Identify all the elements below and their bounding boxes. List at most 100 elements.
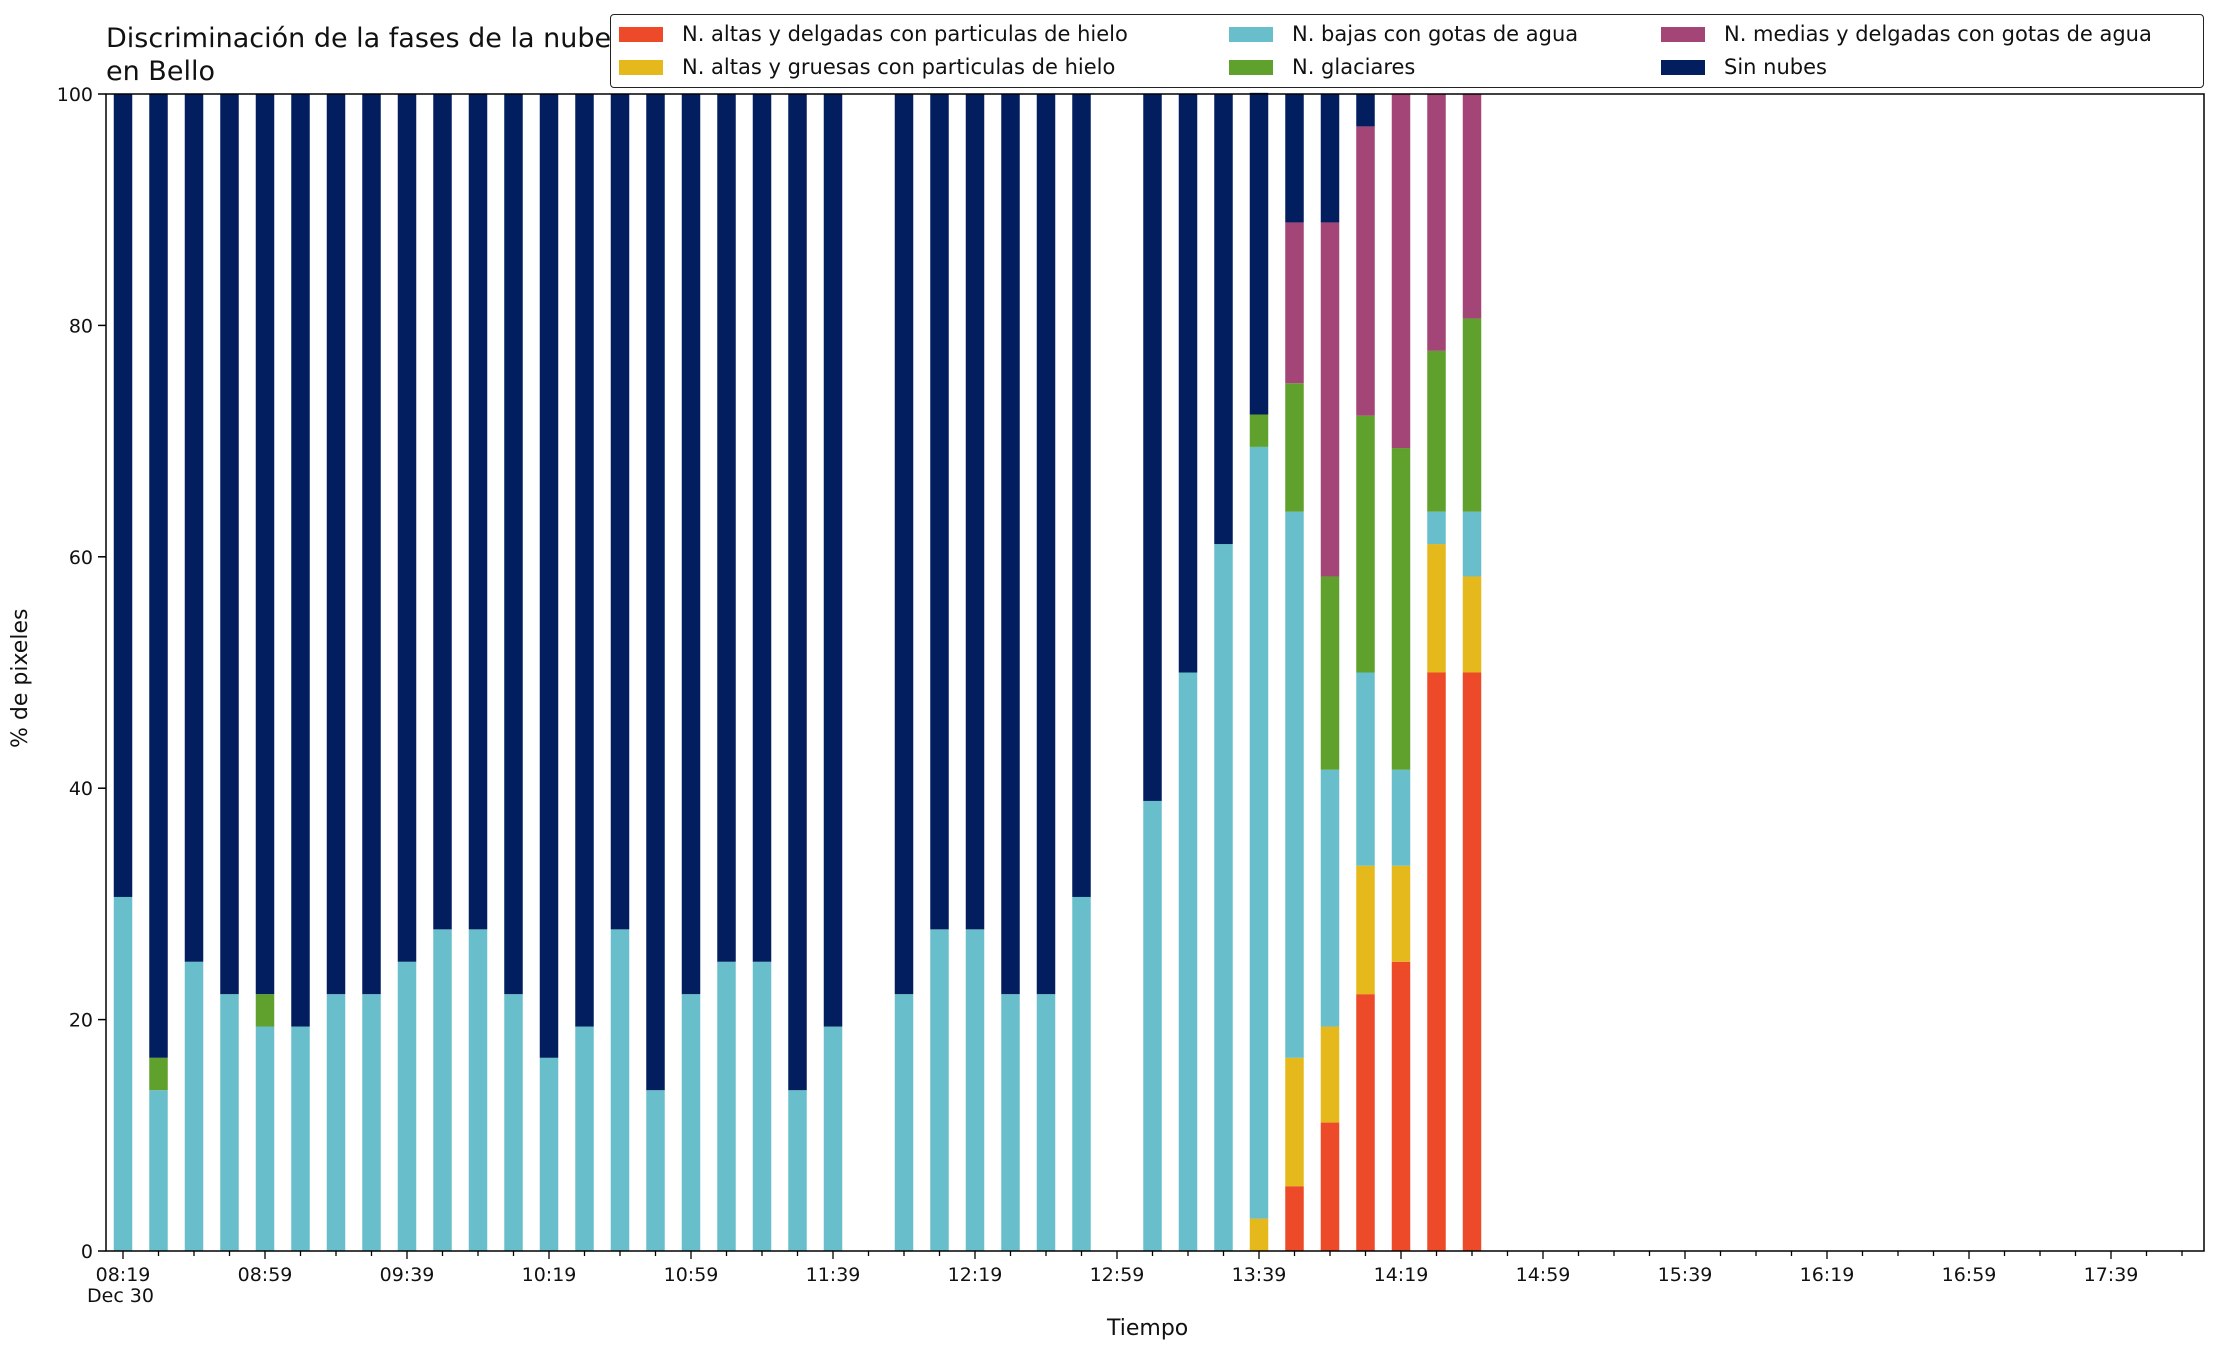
bar-segment [1391,961,1411,1251]
bar-segment [539,1057,559,1251]
bar-segment [610,929,630,1251]
bar-segment [1462,511,1482,577]
bar-segment [965,94,985,930]
legend-label: N. glaciares [1292,55,1416,79]
bar-segment [1427,672,1446,1251]
legend-item: Sin nubes [1661,52,1827,82]
bar-segment [149,94,168,1058]
y-axis: 0 20 40 60 80 100 [57,84,106,1263]
legend-item: N. altas y gruesas con particulas de hie… [619,52,1115,82]
bar-segment [1001,94,1020,995]
plot-frame [105,93,2205,1252]
bar-segment [220,94,239,995]
x-axis-label: Tiempo [1107,1316,1189,1341]
x-tick-label: 12:59 [1090,1264,1145,1286]
x-tick-label: 16:19 [1800,1264,1855,1286]
bar-segment [1462,318,1482,512]
legend-swatch [619,59,663,75]
y-tick-label: 0 [81,1241,93,1263]
bar-segment [1285,511,1304,1058]
bar-segment [1320,769,1340,1027]
bar-segment [752,961,772,1251]
bar-segment [433,94,452,930]
legend-label: N. bajas con gotas de agua [1292,22,1579,46]
bar-segment [291,94,310,1027]
x-tick-label: 12:19 [948,1264,1003,1286]
bar-segment [362,94,381,995]
bar-segment [1249,1218,1269,1251]
bar-segment [1427,511,1446,545]
x-tick-label: 08:19 [96,1264,151,1286]
legend-item: N. medias y delgadas con gotas de agua [1661,19,2152,49]
bar-segment [575,94,594,1027]
bar-segment [1249,414,1269,447]
x-tick-label: 14:19 [1374,1264,1429,1286]
bar-segment [1072,896,1091,1251]
bar-segment [788,94,807,1091]
bar-segment [326,94,346,995]
bar-segment [1249,92,1269,415]
bar-segment [362,994,381,1251]
bar-segment [1036,94,1056,995]
x-tick-label: 08:59 [238,1264,293,1286]
bar-segment [504,994,523,1251]
legend: N. altas y delgadas con particulas de hi… [610,14,2204,88]
y-axis-label: % de pixeles [8,608,33,748]
legend-swatch [1661,26,1705,42]
bar-segment [433,929,452,1251]
bar-segment [1001,994,1020,1251]
legend-label: N. altas y delgadas con particulas de hi… [682,22,1128,46]
bar-segment [1391,94,1411,449]
bar-segment [1143,800,1162,1251]
bar-segment [965,929,985,1251]
bar-segment [894,94,914,995]
bar-segment [1391,865,1411,962]
bar-segment [1320,1122,1340,1251]
y-tick-label: 100 [57,84,93,106]
bar-segment [1320,1026,1340,1123]
bar-segment [113,896,133,1251]
bar-segment [1391,769,1411,866]
bar-segment [1462,94,1482,319]
bar-segment [823,1026,843,1251]
bar-segment [1356,672,1375,866]
bar-segment [1178,672,1198,1251]
bar-segment [539,94,559,1058]
bar-segment [788,1090,807,1251]
bar-segment [397,94,417,962]
bar-segment [1285,1186,1304,1251]
bar-segment [752,94,772,962]
bar-segment [1214,94,1233,545]
bar-segment [823,94,843,1027]
x-tick-label: 11:39 [806,1264,861,1286]
x-tick-label: 13:39 [1232,1264,1287,1286]
bar-segment [1462,576,1482,673]
bar-segment [184,961,204,1251]
legend-item: N. altas y delgadas con particulas de hi… [619,19,1128,49]
legend-label: N. altas y gruesas con particulas de hie… [682,55,1116,79]
bar-segment [326,994,346,1251]
legend-label: Sin nubes [1724,55,1827,79]
legend-item: N. bajas con gotas de agua [1229,19,1578,49]
legend-swatch [1229,59,1273,75]
bar-segment [504,94,523,995]
legend-item: N. glaciares [1229,52,1415,82]
bar-segment [468,929,488,1251]
bar-segment [1356,415,1375,673]
bar-segment [1356,994,1375,1251]
x-tick-label: 10:59 [664,1264,719,1286]
bar-segment [1356,94,1375,127]
bar-segment [1072,94,1091,897]
bar-segment [1391,448,1411,770]
legend-swatch [619,26,663,42]
bar-segment [930,929,949,1251]
bar-segment [681,994,701,1251]
bar-segment [149,1090,168,1251]
bar-segment [468,94,488,930]
x-tick-label: 15:39 [1658,1264,1713,1286]
y-tick-label: 60 [69,547,93,569]
x-tick-label: 14:59 [1516,1264,1571,1286]
bar-segment [220,994,239,1251]
bar-segment [113,94,133,897]
